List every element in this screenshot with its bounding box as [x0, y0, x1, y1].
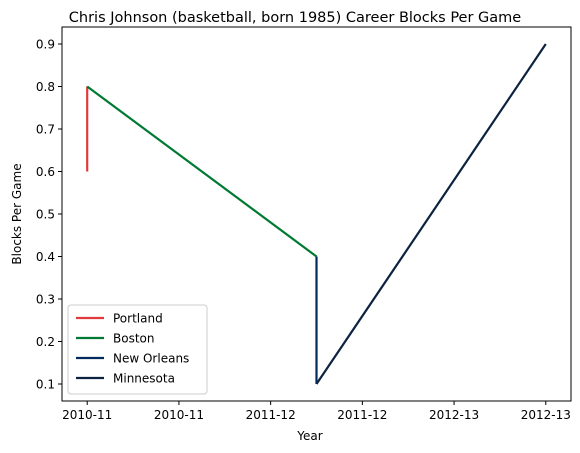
y-tick-label: 0.4 — [36, 250, 55, 264]
y-tick-label: 0.2 — [36, 335, 55, 349]
axis-ticks: 0.1 0.2 0.3 0.4 0.5 0.6 0.7 0.8 0.9 2010-11 2010-1… — [36, 38, 571, 423]
x-tick-label: 2012-13 — [521, 408, 571, 422]
legend-label: Portland — [113, 312, 163, 326]
y-tick-label: 0.5 — [36, 208, 55, 222]
legend: Portland Boston New Orleans Minnesota — [67, 304, 208, 395]
series-line-3 — [315, 43, 547, 385]
y-axis-label: Blocks Per Game — [10, 163, 24, 264]
y-tick-label: 0.8 — [36, 80, 55, 94]
legend-label: Minnesota — [113, 372, 175, 386]
legend-label: New Orleans — [113, 352, 189, 366]
y-tick-label: 0.1 — [36, 378, 55, 392]
y-tick-label: 0.3 — [36, 293, 55, 307]
series-line-1 — [86, 85, 318, 258]
legend-box — [67, 304, 208, 395]
plot-area — [86, 43, 547, 385]
x-tick-label: 2010-11 — [62, 408, 112, 422]
x-tick-label: 2010-11 — [154, 408, 204, 422]
y-tick-label: 0.9 — [36, 38, 55, 52]
y-tick-label: 0.7 — [36, 123, 55, 137]
chart-title: Chris Johnson (basketball, born 1985) Ca… — [69, 10, 522, 26]
legend-label: Boston — [113, 332, 154, 346]
x-tick-label: 2011-12 — [337, 408, 387, 422]
x-tick-label: 2012-13 — [429, 408, 479, 422]
x-axis-label: Year — [296, 429, 322, 443]
x-tick-label: 2011-12 — [246, 408, 296, 422]
y-tick-label: 0.6 — [36, 165, 55, 179]
